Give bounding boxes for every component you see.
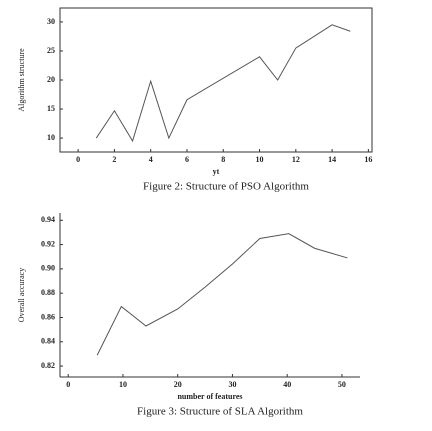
y-tick-label: 0.84 [41, 337, 55, 346]
y-axis-label: Overall accuracy [17, 268, 26, 322]
x-tick-label: 16 [364, 155, 372, 164]
caption: Figure 3: Structure of SLA Algorithm [137, 406, 303, 418]
x-tick-label: 14 [328, 155, 336, 164]
x-tick-label: 10 [119, 380, 127, 389]
x-tick-label: 40 [283, 380, 291, 389]
y-tick-label: 20 [47, 75, 55, 84]
x-axis-label: yt [213, 167, 220, 176]
x-tick-label: 6 [185, 155, 189, 164]
x-tick-label: 8 [221, 155, 225, 164]
y-tick-label: 0.94 [41, 215, 55, 224]
y-tick-label: 0.88 [41, 288, 55, 297]
x-tick-label: 12 [292, 155, 300, 164]
x-axis-label: number of features [177, 392, 242, 401]
x-tick-label: 30 [228, 380, 236, 389]
data-line [96, 233, 348, 356]
x-tick-label: 0 [66, 380, 70, 389]
y-axis-label: Algorithm structure [17, 48, 26, 112]
x-tick-label: 4 [149, 155, 153, 164]
y-tick-label: 0.90 [41, 264, 55, 273]
caption: Figure 2: Structure of PSO Algorithm [143, 181, 309, 193]
y-tick-label: 10 [47, 133, 55, 142]
y-tick-label: 25 [47, 46, 55, 55]
y-tick-label: 0.82 [41, 361, 55, 370]
data-line [95, 24, 351, 143]
y-tick-label: 0.92 [41, 239, 55, 248]
x-tick-label: 20 [174, 380, 182, 389]
x-tick-label: 50 [338, 380, 346, 389]
x-tick-label: 2 [112, 155, 116, 164]
x-tick-label: 0 [76, 155, 80, 164]
x-tick-label: 10 [256, 155, 264, 164]
y-tick-label: 0.86 [41, 312, 55, 321]
y-tick-label: 30 [47, 17, 55, 26]
y-tick-label: 15 [47, 104, 55, 113]
